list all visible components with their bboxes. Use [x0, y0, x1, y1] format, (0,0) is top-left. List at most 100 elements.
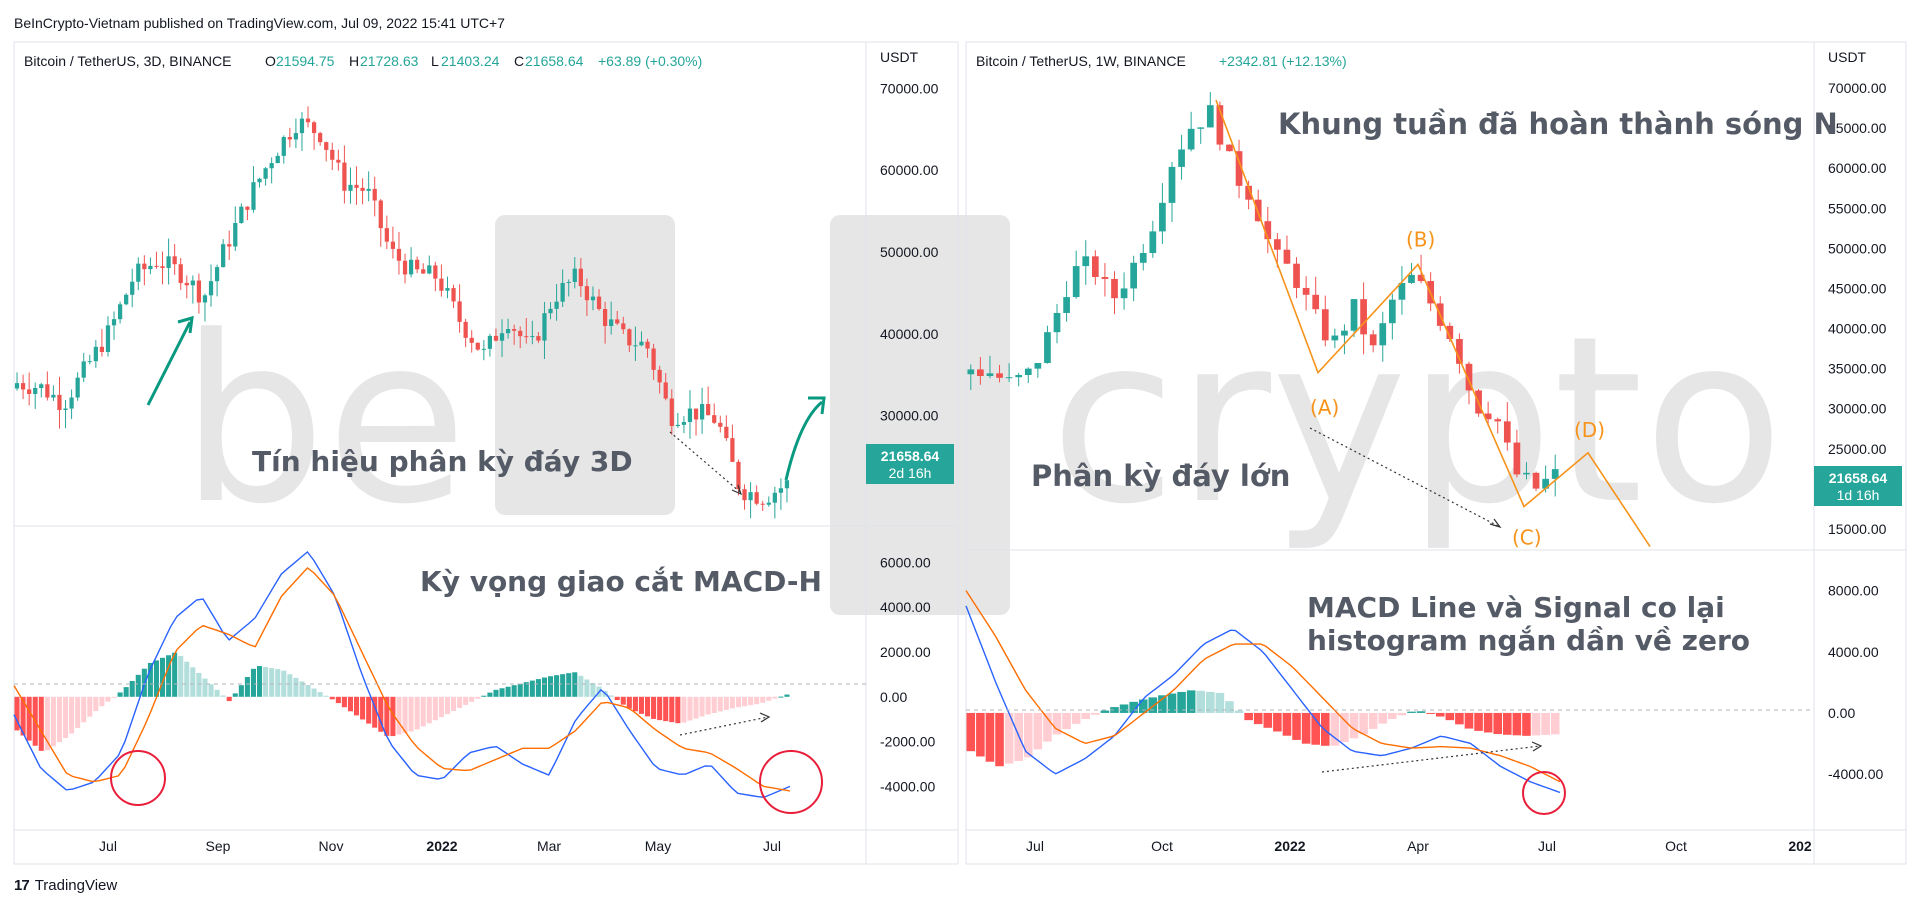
- candle-body: [633, 345, 638, 347]
- histogram-bar: [1177, 691, 1186, 713]
- candle-body: [384, 228, 389, 242]
- candle-body: [1551, 469, 1559, 479]
- right-macd-axis[interactable]: 8000.00 4000.00 0.00 -4000.00: [1828, 583, 1883, 783]
- price-tick: 55000.00: [1828, 200, 1887, 216]
- time-tick: Jul: [763, 838, 781, 854]
- histogram-bar: [608, 695, 614, 697]
- candle-body: [1245, 185, 1252, 200]
- watermark: be crypto: [180, 215, 1784, 615]
- candle-body: [615, 319, 620, 324]
- candle-body: [348, 184, 353, 191]
- candle-body: [233, 223, 238, 247]
- candle-body: [681, 422, 687, 425]
- histogram-bar: [681, 696, 687, 723]
- candle-body: [330, 149, 335, 160]
- candle-body: [202, 295, 208, 303]
- candle-body: [463, 321, 468, 338]
- candle-body: [1494, 419, 1502, 422]
- candle-body: [986, 373, 994, 377]
- price-tick: 50000.00: [880, 244, 939, 260]
- histogram-bar: [111, 696, 117, 698]
- candle-body: [445, 288, 450, 291]
- candle-body: [142, 263, 147, 270]
- dotted-arrow-right-price: [1309, 427, 1499, 527]
- histogram-bar: [1206, 691, 1215, 713]
- histogram-bar: [99, 696, 105, 707]
- price-tick: 65000.00: [1828, 120, 1887, 136]
- histogram-bar: [463, 696, 469, 705]
- svg-text:2d 16h: 2d 16h: [889, 465, 932, 481]
- red-circle-1: [110, 750, 166, 806]
- candle-body: [730, 438, 735, 462]
- candle-body: [263, 168, 268, 179]
- candle-body: [1456, 338, 1463, 364]
- macd-tick: 0.00: [1828, 705, 1855, 721]
- dotted-arrow-price: [669, 431, 741, 493]
- histogram-bar: [305, 684, 311, 697]
- candle-body: [996, 373, 1003, 378]
- histogram-bar: [1397, 712, 1407, 716]
- candle-body: [1235, 151, 1243, 186]
- candle-body: [724, 426, 729, 439]
- histogram-bar: [723, 696, 729, 710]
- histogram-bar: [1043, 712, 1052, 742]
- left-macd-axis[interactable]: 6000.00 4000.00 2000.00 0.00 -2000.00 -4000.0…: [880, 554, 935, 794]
- price-tick: 30000.00: [880, 408, 939, 424]
- dotted-arrow-macd: [679, 716, 769, 736]
- left-price-note: Tín hiệu phân kỳ đáy 3D: [252, 445, 633, 478]
- histogram-bar: [1359, 712, 1368, 735]
- candle-body: [1360, 299, 1367, 335]
- candle-body: [1082, 256, 1090, 267]
- time-tick: Jul: [1026, 838, 1044, 854]
- right-time-axis[interactable]: Jul Oct 2022 Apr Jul Oct 202: [1026, 838, 1812, 854]
- candle-body: [505, 329, 511, 334]
- candle-body: [967, 369, 975, 375]
- candle-body: [1168, 166, 1176, 203]
- histogram-bar: [566, 673, 572, 697]
- left-price-axis[interactable]: 70000.00 60000.00 50000.00 40000.00 30000.00: [880, 80, 939, 423]
- left-annotations: [110, 315, 826, 814]
- histogram-bar: [135, 674, 141, 697]
- histogram-bar: [1253, 712, 1263, 725]
- right-last-price-label: 21658.64 1d 16h: [1814, 466, 1902, 506]
- candle-body: [1484, 413, 1492, 420]
- histogram-bar: [1550, 712, 1560, 735]
- candle-body: [184, 282, 189, 286]
- candle-body: [669, 398, 674, 427]
- candle-body: [766, 502, 771, 505]
- red-circle-2: [759, 750, 823, 814]
- right-macd: [965, 590, 1561, 794]
- candle-body: [687, 408, 693, 423]
- candle-body: [602, 308, 608, 327]
- histogram-bar: [529, 680, 535, 697]
- candle-body: [524, 336, 529, 338]
- histogram-bar: [584, 679, 590, 697]
- candle-body: [475, 342, 480, 350]
- histogram-bar: [208, 684, 214, 697]
- histogram-bar: [505, 686, 511, 697]
- candle-body: [1532, 472, 1540, 489]
- candle-body: [336, 159, 341, 163]
- histogram-bar: [293, 677, 299, 697]
- candle-body: [699, 403, 705, 420]
- histogram-bar: [748, 696, 754, 706]
- histogram-bar: [1052, 712, 1062, 735]
- tradingview-logo-icon: 17: [14, 877, 30, 894]
- candle-body: [627, 329, 632, 346]
- macd-tick: 6000.00: [880, 554, 931, 570]
- histogram-bar: [760, 696, 766, 703]
- histogram-bar: [590, 683, 596, 697]
- right-price-axis[interactable]: 70000.00 65000.00 60000.00 55000.00 50000.00…: [1828, 80, 1887, 537]
- histogram-bar: [426, 696, 432, 724]
- candle-body: [1101, 277, 1109, 279]
- candle-body: [1072, 266, 1080, 298]
- candle-body: [1130, 262, 1138, 289]
- price-tick: 50000.00: [1828, 240, 1887, 256]
- right-currency: USDT: [1828, 49, 1867, 65]
- price-tick: 30000.00: [1828, 401, 1887, 417]
- candle-body: [572, 268, 577, 282]
- candle-body: [39, 384, 44, 388]
- left-time-axis[interactable]: Jul Sep Nov 2022 Mar May Jul: [99, 838, 781, 854]
- candle-body: [1197, 127, 1205, 129]
- chart-canvas[interactable]: be crypto (A) (B) (C) (D) Bitcoin / TetherU…: [0, 0, 1920, 880]
